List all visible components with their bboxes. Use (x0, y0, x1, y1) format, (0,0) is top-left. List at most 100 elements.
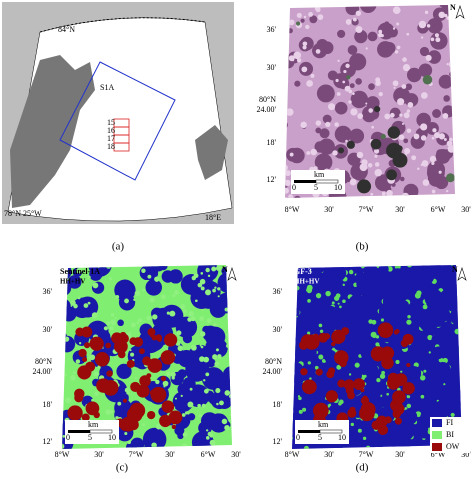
texture (92, 282, 99, 289)
texture (367, 31, 378, 42)
texture (450, 412, 455, 418)
texture (448, 61, 455, 68)
texture (434, 175, 449, 190)
texture (431, 161, 435, 166)
texture (147, 274, 152, 279)
texture (78, 348, 87, 358)
texture (122, 398, 127, 403)
texture (347, 408, 357, 418)
image-content (285, 5, 455, 198)
texture (353, 378, 365, 391)
texture (453, 108, 455, 112)
caption: (b) (356, 241, 369, 253)
texture (180, 394, 183, 398)
texture (402, 333, 414, 345)
texture (124, 431, 128, 436)
texture (438, 11, 446, 19)
texture (325, 290, 331, 297)
texture (62, 363, 63, 368)
texture (406, 109, 411, 113)
texture (72, 297, 93, 319)
texture (127, 419, 139, 431)
texture (129, 337, 138, 346)
texture (445, 325, 454, 334)
texture (354, 168, 367, 181)
texture (300, 121, 307, 129)
texture (295, 21, 301, 26)
texture (421, 160, 429, 167)
texture (349, 53, 367, 71)
texture (404, 99, 410, 104)
texture (392, 27, 396, 30)
texture (187, 401, 194, 408)
texture (404, 148, 411, 155)
texture (322, 114, 332, 124)
texture (347, 45, 358, 55)
texture (216, 292, 232, 314)
texture (402, 57, 407, 62)
texture (461, 282, 462, 286)
texture (401, 84, 407, 89)
texture (130, 381, 141, 393)
texture (65, 397, 72, 404)
texture (117, 401, 122, 406)
texture (89, 354, 96, 361)
scale-tick: 5 (318, 433, 322, 442)
texture (189, 387, 193, 391)
texture (461, 390, 462, 395)
texture (446, 16, 450, 20)
texture (400, 370, 403, 373)
texture (329, 265, 347, 282)
texture (228, 419, 232, 423)
texture (406, 362, 411, 368)
texture (371, 125, 375, 129)
texture (420, 431, 428, 439)
texture (345, 19, 352, 25)
texture (75, 327, 85, 337)
texture (337, 379, 346, 388)
texture (214, 361, 220, 367)
lat-label: 80°N (265, 357, 282, 366)
texture (187, 317, 192, 322)
texture (414, 292, 421, 299)
texture (212, 288, 216, 293)
texture (350, 90, 369, 109)
texture (420, 92, 428, 99)
texture (328, 367, 336, 375)
texture (78, 342, 82, 345)
texture (348, 100, 352, 104)
texture (63, 306, 67, 310)
texture (334, 125, 352, 143)
texture (314, 141, 323, 150)
texture (319, 128, 330, 139)
texture (169, 310, 176, 317)
north-label: N (222, 265, 228, 274)
texture (181, 413, 186, 417)
texture (171, 424, 177, 430)
texture (199, 316, 205, 321)
texture (224, 424, 230, 431)
texture (217, 354, 222, 359)
texture (446, 63, 449, 66)
texture (394, 417, 402, 425)
texture (394, 50, 399, 54)
texture (296, 12, 302, 19)
texture (336, 364, 342, 370)
band-title: HH+HV (60, 278, 85, 286)
legend-label: BI (446, 430, 454, 439)
texture (365, 47, 368, 50)
lat-label: 24.00' (257, 105, 277, 114)
lon-label: 30' (94, 450, 104, 459)
texture (406, 67, 422, 83)
texture (337, 302, 340, 305)
texture (109, 277, 113, 281)
texture (85, 401, 100, 416)
texture (297, 395, 301, 398)
texture (352, 17, 357, 22)
texture (162, 295, 166, 299)
texture (285, 197, 288, 198)
texture (315, 293, 322, 299)
scale-unit: km (314, 170, 325, 179)
texture (320, 305, 339, 325)
